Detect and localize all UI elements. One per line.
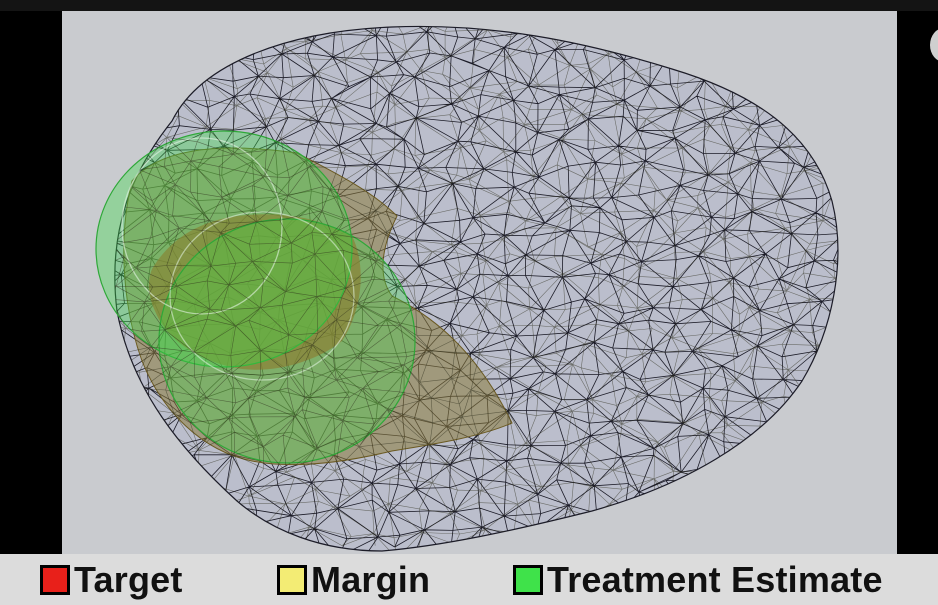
treatment-estimate-swatch xyxy=(513,565,543,595)
organ-outline xyxy=(114,25,839,552)
3d-viewport[interactable] xyxy=(62,11,897,554)
margin-swatch xyxy=(277,565,307,595)
legend-item-margin: Margin xyxy=(277,562,430,598)
target-swatch xyxy=(40,565,70,595)
treatment-sphere-inner-right xyxy=(169,211,355,381)
mesh-scene xyxy=(62,11,897,554)
treatment-estimate-spheres xyxy=(95,130,416,464)
treatment-sphere-upper xyxy=(95,130,353,368)
treatment-sphere-lower xyxy=(158,218,416,464)
corner-control-icon[interactable] xyxy=(930,28,938,62)
legend: Target Margin Treatment Estimate xyxy=(0,554,938,605)
left-letterbox xyxy=(0,11,62,554)
top-bar xyxy=(0,0,938,11)
treatment-sphere-inner-left xyxy=(121,137,283,315)
legend-label-margin: Margin xyxy=(311,559,431,600)
legend-item-treatment-estimate: Treatment Estimate xyxy=(513,562,883,598)
legend-label-treatment-estimate: Treatment Estimate xyxy=(547,559,883,600)
legend-item-target: Target xyxy=(40,562,183,598)
legend-label-target: Target xyxy=(74,559,183,600)
right-letterbox xyxy=(897,11,938,554)
